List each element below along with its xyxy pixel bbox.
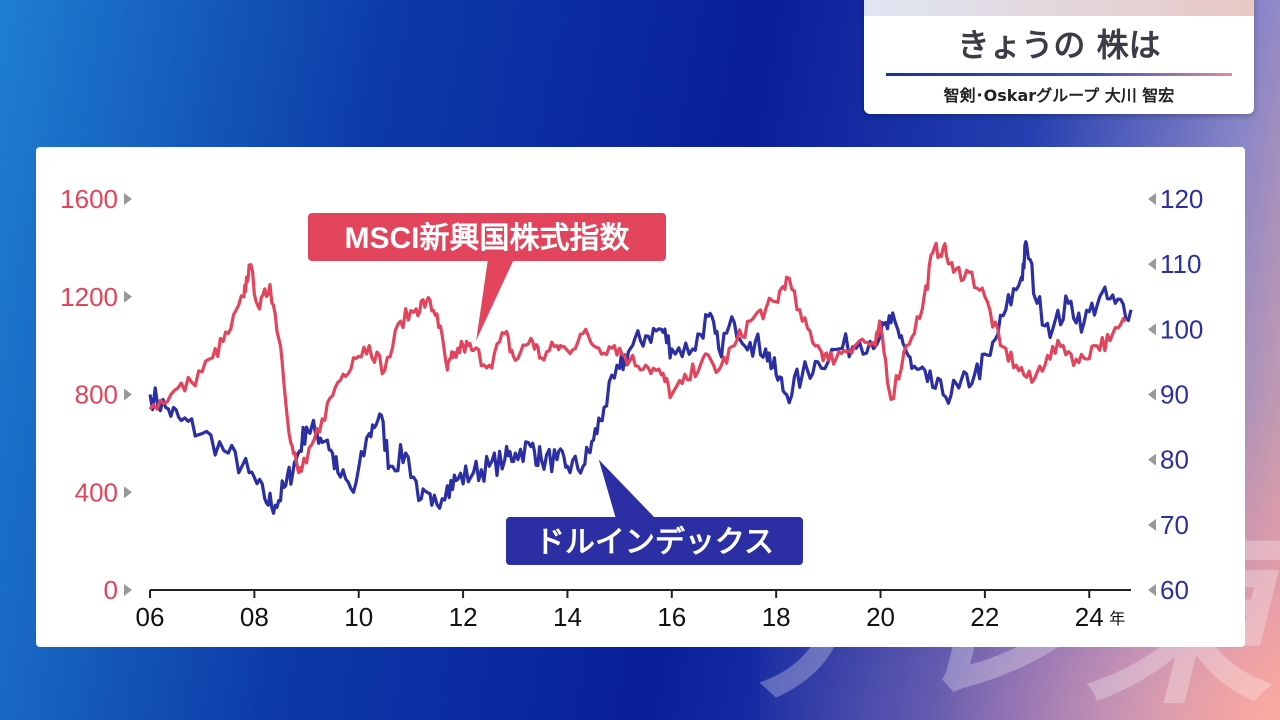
x-tick-label: 12 [449, 602, 478, 632]
right-y-tick-arrow [1148, 584, 1156, 596]
right-y-tick-arrow [1148, 323, 1156, 336]
left-y-tick-label: 1200 [60, 282, 118, 312]
right-y-tick-label: 110 [1160, 249, 1201, 279]
right-y-tick-arrow [1148, 388, 1156, 401]
right-y-tick-arrow [1148, 258, 1156, 271]
x-axis-unit: 年 [1109, 610, 1125, 628]
title-divider [886, 73, 1232, 76]
left-y-tick-arrow [124, 388, 132, 401]
right-y-tick-label: 90 [1160, 380, 1189, 410]
commentator-name: 智剣･Oskarグループ 大川 智宏 [943, 86, 1175, 105]
right-y-tick-arrow [1148, 193, 1156, 205]
dollar-callout-pointer [598, 459, 656, 519]
chart-series [148, 240, 1133, 515]
chart-panel: 06 08 10 12 14 16 18 20 22 24 年 0 1600 1200 800 400 120 1… [36, 147, 1245, 647]
right-y-tick-label: 70 [1160, 510, 1189, 540]
x-tick-label: 20 [866, 602, 895, 632]
x-tick-label: 18 [762, 602, 791, 632]
x-tick-label: 06 [136, 602, 165, 632]
right-y-tick-arrow [1148, 453, 1156, 466]
x-tick-label: 22 [970, 602, 999, 632]
dollar-callout-box [506, 517, 803, 565]
left-y-tick-arrow [124, 193, 132, 205]
msci-callout-pointer [476, 259, 514, 341]
left-y-tick-label: 1600 [60, 184, 118, 214]
x-tick-label: 14 [553, 602, 582, 632]
segment-title: きょうの 株は [957, 26, 1161, 64]
left-y-tick-arrow [124, 584, 132, 596]
left-y-tick-label: 800 [75, 380, 118, 410]
left-y-tick-arrow [124, 486, 132, 499]
left-y-tick-arrow [124, 290, 132, 303]
right-y-tick-label: 120 [1160, 184, 1203, 214]
title-card-topbar [864, 0, 1254, 16]
msci-callout-box [308, 213, 666, 261]
x-tick-label: 10 [344, 602, 373, 632]
left-y-tick-label: 400 [75, 477, 118, 507]
msci-callout-label: MSCI新興国株式指数 [345, 222, 631, 255]
right-y-tick-arrow [1148, 518, 1156, 531]
right-y-tick-label: 80 [1160, 445, 1189, 475]
dollar-callout-label: ドルインデックス [535, 525, 774, 559]
left-y-tick-label: 0 [104, 575, 118, 605]
x-tick-label: 16 [657, 602, 686, 632]
x-tick-label: 08 [240, 602, 269, 632]
series-line-msci-em [148, 241, 1127, 475]
chart-svg: 06 08 10 12 14 16 18 20 22 24 年 0 1600 1200 800 400 120 1… [60, 184, 1203, 632]
chart-axes: 06 08 10 12 14 16 18 20 22 24 年 0 1600 1200 800 400 120 1… [60, 184, 1203, 632]
right-y-tick-label: 60 [1160, 575, 1189, 605]
right-y-tick-label: 100 [1160, 314, 1203, 344]
x-tick-label: 24 [1075, 602, 1104, 632]
segment-title-card: きょうの 株は 智剣･Oskarグループ 大川 智宏 [864, 0, 1254, 114]
